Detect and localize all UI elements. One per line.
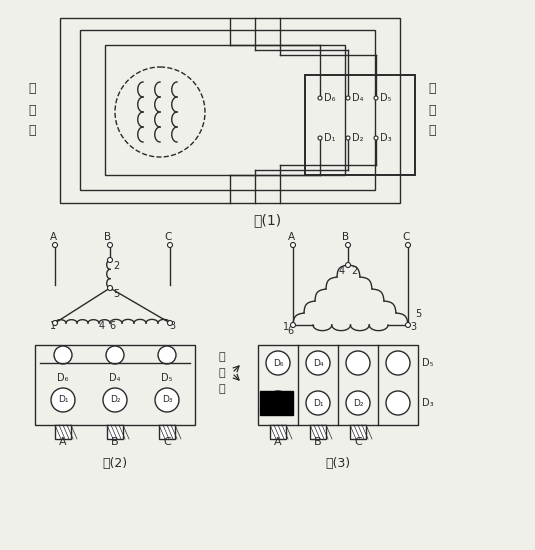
Circle shape xyxy=(406,243,410,248)
Circle shape xyxy=(291,322,295,327)
Text: 5: 5 xyxy=(113,289,119,299)
Circle shape xyxy=(291,243,295,248)
Text: D₁: D₁ xyxy=(313,399,323,408)
Text: D₃: D₃ xyxy=(380,133,392,143)
Text: 电
动
机: 电 动 机 xyxy=(28,82,36,138)
Text: D₅: D₅ xyxy=(422,358,433,368)
Circle shape xyxy=(386,391,410,415)
Circle shape xyxy=(108,285,112,290)
Text: A: A xyxy=(49,232,57,242)
Text: D₁: D₁ xyxy=(58,394,68,404)
Text: D₄: D₄ xyxy=(352,93,363,103)
Circle shape xyxy=(374,136,378,140)
Text: D₄: D₄ xyxy=(313,359,323,367)
Circle shape xyxy=(306,351,330,375)
Text: 图(2): 图(2) xyxy=(102,457,127,470)
Text: A: A xyxy=(274,437,282,447)
Text: 2: 2 xyxy=(351,266,357,276)
Text: D₆: D₆ xyxy=(324,93,335,103)
Text: A: A xyxy=(287,232,295,242)
Circle shape xyxy=(52,321,57,326)
Text: D₂: D₂ xyxy=(110,394,120,404)
Circle shape xyxy=(306,391,330,415)
Circle shape xyxy=(346,391,370,415)
Text: 图(3): 图(3) xyxy=(325,457,350,470)
Circle shape xyxy=(318,136,322,140)
Text: D₅: D₅ xyxy=(162,373,173,383)
Text: 6: 6 xyxy=(109,321,115,331)
Text: D₆: D₆ xyxy=(57,373,69,383)
Text: C: C xyxy=(354,437,362,447)
Text: B: B xyxy=(314,437,322,447)
Circle shape xyxy=(386,351,410,375)
Circle shape xyxy=(318,96,322,100)
Circle shape xyxy=(108,257,112,262)
Text: 6: 6 xyxy=(287,326,293,336)
Polygon shape xyxy=(159,425,175,439)
Circle shape xyxy=(54,346,72,364)
Polygon shape xyxy=(310,425,326,439)
Circle shape xyxy=(346,136,350,140)
Circle shape xyxy=(51,388,75,412)
Text: 图(1): 图(1) xyxy=(253,213,281,227)
Circle shape xyxy=(346,351,370,375)
Circle shape xyxy=(346,243,350,248)
Circle shape xyxy=(266,351,290,375)
Text: D₃: D₃ xyxy=(422,398,434,408)
Text: D₄: D₄ xyxy=(109,373,121,383)
Polygon shape xyxy=(270,425,286,439)
Text: C: C xyxy=(402,232,410,242)
Text: C: C xyxy=(163,437,171,447)
Text: D₂: D₂ xyxy=(353,399,363,408)
Text: 4: 4 xyxy=(339,266,345,276)
Text: B: B xyxy=(342,232,349,242)
Polygon shape xyxy=(107,425,123,439)
Text: 4: 4 xyxy=(99,321,105,331)
Text: D₁: D₁ xyxy=(324,133,335,143)
Circle shape xyxy=(346,262,350,267)
Polygon shape xyxy=(55,425,71,439)
Text: B: B xyxy=(104,232,112,242)
Circle shape xyxy=(346,96,350,100)
Circle shape xyxy=(266,391,290,415)
Text: 1: 1 xyxy=(283,322,289,332)
Text: A: A xyxy=(59,437,67,447)
Text: C: C xyxy=(164,232,172,242)
Polygon shape xyxy=(260,391,293,415)
Text: 1: 1 xyxy=(50,321,56,331)
Circle shape xyxy=(167,321,172,326)
Text: 5: 5 xyxy=(415,309,421,319)
Circle shape xyxy=(167,243,172,248)
Circle shape xyxy=(158,346,176,364)
Circle shape xyxy=(374,96,378,100)
Circle shape xyxy=(52,243,57,248)
Text: 3: 3 xyxy=(169,321,175,331)
Circle shape xyxy=(103,388,127,412)
Text: D₂: D₂ xyxy=(352,133,363,143)
Polygon shape xyxy=(350,425,366,439)
Text: D₆: D₆ xyxy=(273,359,283,367)
Text: D₅: D₅ xyxy=(380,93,392,103)
Circle shape xyxy=(155,388,179,412)
Circle shape xyxy=(106,346,124,364)
Text: 接
线
板: 接 线 板 xyxy=(428,82,435,138)
Text: 接
线
板: 接 线 板 xyxy=(219,351,225,394)
Circle shape xyxy=(406,322,410,327)
Text: D₃: D₃ xyxy=(162,394,172,404)
Text: 3: 3 xyxy=(410,322,416,332)
Text: 2: 2 xyxy=(113,261,119,271)
Circle shape xyxy=(108,243,112,248)
Text: B: B xyxy=(111,437,119,447)
